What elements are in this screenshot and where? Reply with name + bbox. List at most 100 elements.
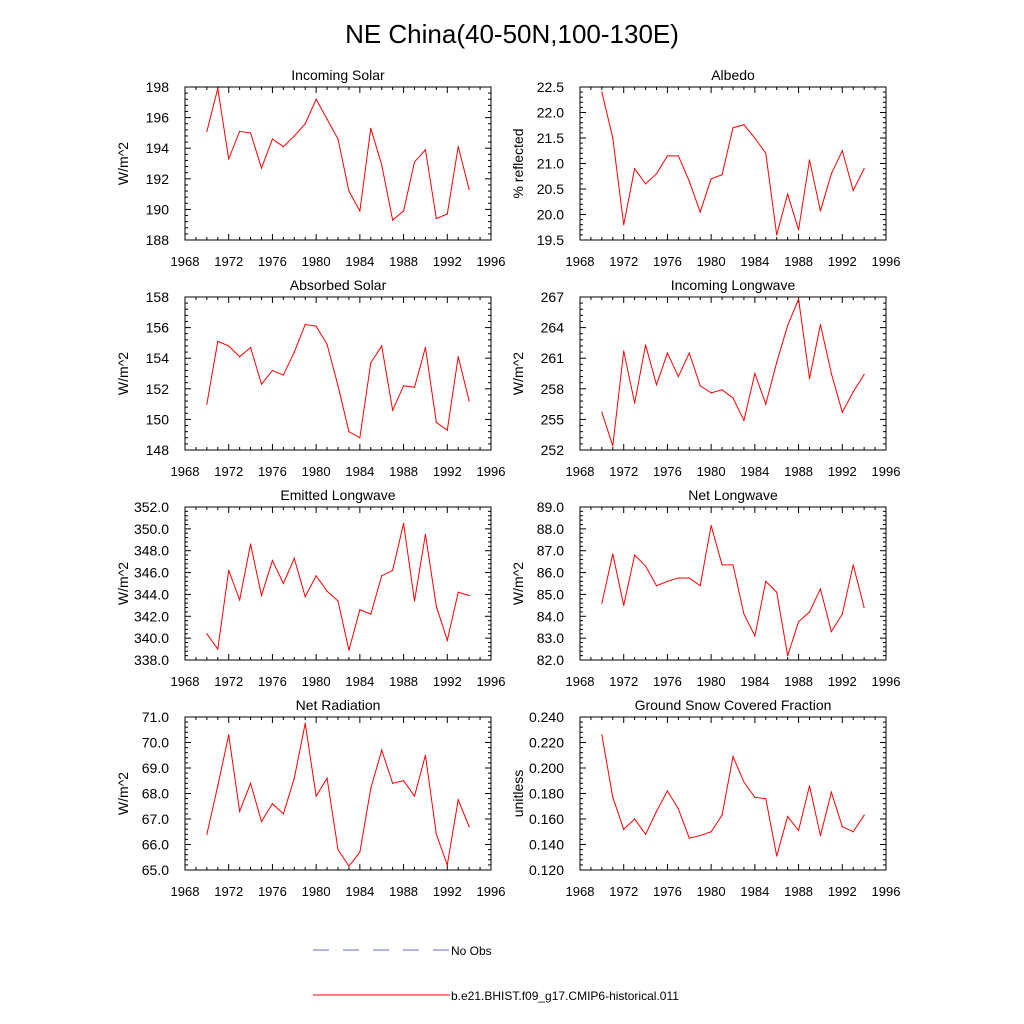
data-point (239, 810, 241, 812)
data-point (239, 130, 241, 132)
data-point (852, 831, 854, 833)
data-point (677, 155, 679, 157)
y-axis-label: % reflected (510, 128, 526, 198)
y-tick-label: 85.0 (537, 586, 564, 602)
data-point (359, 851, 361, 853)
data-point (612, 553, 614, 555)
data-point (841, 411, 843, 413)
y-axis-label: W/m^2 (510, 352, 526, 395)
data-point (677, 577, 679, 579)
data-point (852, 564, 854, 566)
y-tick-label: 340.0 (134, 630, 169, 646)
x-tick-label: 1996 (477, 674, 506, 689)
data-point (841, 826, 843, 828)
data-point (315, 98, 317, 100)
data-point (787, 655, 789, 657)
data-point (666, 352, 669, 354)
data-point (381, 164, 383, 166)
x-tick-label: 1972 (609, 464, 638, 479)
data-point (424, 533, 427, 535)
data-point (852, 391, 854, 393)
y-tick-label: 20.0 (537, 207, 564, 223)
data-point (370, 362, 372, 364)
data-point (623, 350, 625, 352)
data-point (710, 392, 712, 394)
data-point (743, 781, 745, 783)
data-point (271, 138, 274, 140)
x-tick-label: 1988 (389, 884, 418, 899)
y-tick-label: 154 (146, 350, 170, 366)
data-point (655, 173, 658, 175)
panel-title: Ground Snow Covered Fraction (635, 697, 832, 713)
data-point (282, 146, 284, 148)
x-tick-label: 1988 (784, 464, 813, 479)
y-axis-label: W/m^2 (115, 772, 131, 815)
data-point (282, 374, 284, 376)
data-point (644, 344, 647, 346)
data-point (359, 609, 361, 611)
data-point (819, 834, 822, 837)
data-point (776, 234, 778, 236)
panel-title: Incoming Longwave (671, 277, 796, 293)
y-tick-label: 156 (146, 320, 170, 336)
data-point (666, 580, 669, 582)
panel-5: Emitted Longwave W/m^2 1968 1972 1976 1980 198… (115, 487, 505, 689)
data-point (359, 437, 361, 439)
data-point (787, 815, 789, 818)
x-tick-label: 1996 (477, 464, 506, 479)
panel-6: Net Longwave W/m^2 1968 1972 1976 1980 1984 198… (510, 487, 900, 689)
y-tick-label: 158 (146, 289, 170, 305)
y-tick-label: 67.0 (142, 811, 169, 827)
data-point (623, 828, 625, 830)
x-tick-label: 1988 (389, 464, 418, 479)
data-point (260, 383, 263, 385)
y-tick-label: 264 (541, 320, 565, 336)
x-tick-label: 1980 (302, 254, 331, 269)
y-axis-label: W/m^2 (115, 142, 131, 185)
data-point (337, 385, 339, 387)
panel-title: Net Radiation (296, 697, 381, 713)
data-point (392, 219, 394, 221)
y-tick-label: 71.0 (142, 709, 169, 725)
x-tick-label: 1996 (477, 884, 506, 899)
x-tick-label: 1980 (302, 674, 331, 689)
y-tick-label: 194 (146, 140, 170, 156)
data-point (721, 389, 723, 391)
data-point (315, 325, 317, 327)
y-tick-label: 69.0 (142, 760, 169, 776)
x-tick-label: 1980 (697, 464, 726, 479)
data-point (601, 602, 603, 604)
data-point (424, 346, 427, 349)
x-tick-label: 1988 (389, 254, 418, 269)
data-point (863, 606, 865, 609)
data-point (271, 369, 274, 372)
panel-1: Incoming Solar W/m^2 1968 1972 1976 1980 1984 1… (115, 67, 505, 269)
data-point (348, 865, 350, 867)
data-point (601, 91, 603, 93)
data-point (260, 594, 263, 597)
data-point (732, 397, 734, 399)
x-tick-label: 1976 (653, 884, 682, 899)
x-tick-label: 1976 (653, 464, 682, 479)
data-point (402, 385, 405, 387)
y-tick-label: 22.0 (537, 105, 564, 121)
data-point (721, 174, 723, 176)
data-point (249, 543, 252, 545)
x-tick-label: 1976 (258, 884, 287, 899)
y-tick-label: 152 (146, 381, 170, 397)
data-point (402, 780, 405, 782)
y-tick-label: 346.0 (134, 565, 169, 581)
x-tick-label: 1976 (258, 674, 287, 689)
data-point (644, 183, 647, 185)
x-tick-label: 1984 (740, 254, 769, 269)
y-tick-label: 0.160 (529, 811, 564, 827)
data-point (370, 613, 372, 615)
x-tick-label: 1968 (171, 464, 200, 479)
data-point (819, 210, 822, 212)
y-tick-label: 88.0 (537, 521, 564, 537)
data-point (776, 361, 778, 363)
data-point (381, 345, 383, 347)
x-tick-label: 1972 (609, 254, 638, 269)
data-point (732, 127, 734, 129)
y-tick-label: 344.0 (134, 586, 169, 602)
